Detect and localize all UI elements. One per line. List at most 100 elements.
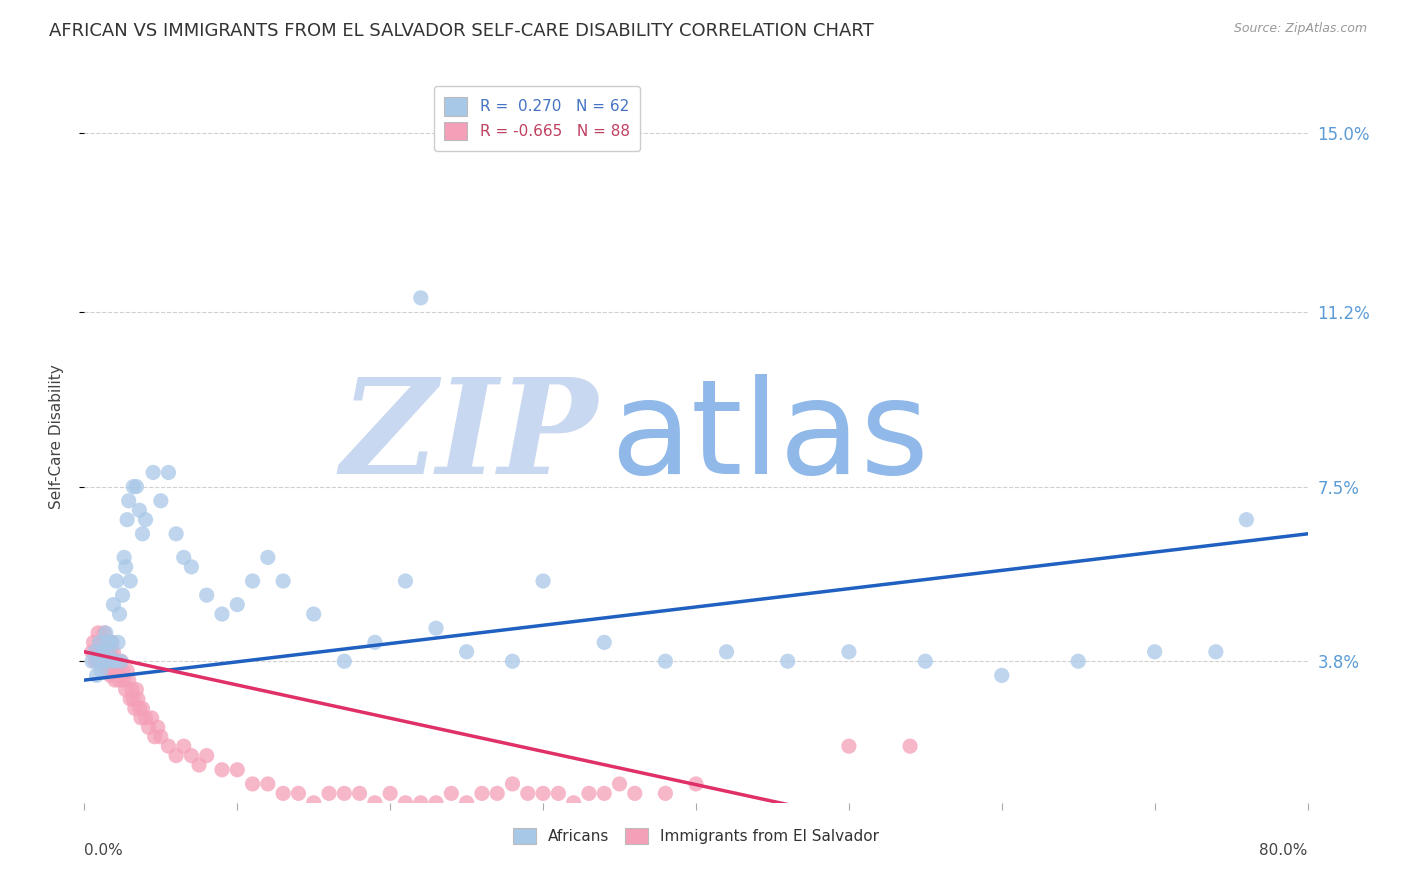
Text: atlas: atlas [610,374,929,500]
Point [96,635,118,649]
Point [115,664,138,678]
Point [173,550,195,565]
Point [124,701,146,715]
Point [122,692,145,706]
Point [104,654,127,668]
Point [103,664,125,678]
Point [302,796,325,810]
Point [105,654,128,668]
Point [1067,654,1090,668]
Point [101,635,124,649]
Point [486,786,509,800]
Point [502,777,524,791]
Point [89,635,111,649]
Point [120,692,142,706]
Point [609,777,631,791]
Point [118,673,141,687]
Point [83,635,105,649]
Point [624,786,647,800]
Point [165,748,187,763]
Point [502,654,524,668]
Point [257,550,280,565]
Point [93,626,115,640]
Point [271,574,294,588]
Point [97,635,120,649]
Point [105,574,128,588]
Point [425,621,447,635]
Point [86,645,108,659]
Point [115,513,138,527]
Point [84,654,107,668]
Point [94,635,117,649]
Point [121,682,143,697]
Point [409,796,432,810]
Point [89,635,111,649]
Point [128,701,150,715]
Point [157,739,180,754]
Point [364,635,387,649]
Point [226,763,249,777]
Point [394,796,416,810]
Point [547,786,569,800]
Point [91,654,114,668]
Point [101,635,124,649]
Point [302,607,325,621]
Point [180,748,202,763]
Point [914,654,936,668]
Point [111,588,134,602]
Point [456,645,478,659]
Point [1236,513,1258,527]
Point [654,654,676,668]
Point [471,786,494,800]
Point [90,645,112,659]
Point [120,574,142,588]
Point [257,777,280,791]
Point [118,493,141,508]
Point [195,748,218,763]
Point [96,664,118,678]
Point [226,598,249,612]
Point [98,645,121,659]
Point [180,559,202,574]
Point [394,574,416,588]
Point [593,786,616,800]
Point [380,786,402,800]
Point [531,786,554,800]
Point [143,730,166,744]
Point [593,635,616,649]
Point [333,654,356,668]
Point [287,786,309,800]
Point [80,654,103,668]
Point [838,739,860,754]
Point [138,720,160,734]
Point [531,574,554,588]
Legend: Africans, Immigrants from El Salvador: Africans, Immigrants from El Salvador [508,822,884,850]
Point [125,480,148,494]
Point [654,786,676,800]
Point [135,513,157,527]
Point [157,466,180,480]
Point [146,720,169,734]
Point [271,786,294,800]
Point [97,645,120,659]
Point [578,786,600,800]
Point [409,291,432,305]
Point [349,786,371,800]
Point [211,763,233,777]
Point [142,466,165,480]
Point [91,645,114,659]
Point [96,645,118,659]
Point [1143,645,1166,659]
Point [87,654,110,668]
Point [107,635,129,649]
Point [103,645,125,659]
Point [104,673,127,687]
Point [94,654,117,668]
Point [89,654,111,668]
Point [318,786,340,800]
Point [456,796,478,810]
Point [135,711,157,725]
Point [98,668,121,682]
Point [776,654,799,668]
Point [440,786,463,800]
